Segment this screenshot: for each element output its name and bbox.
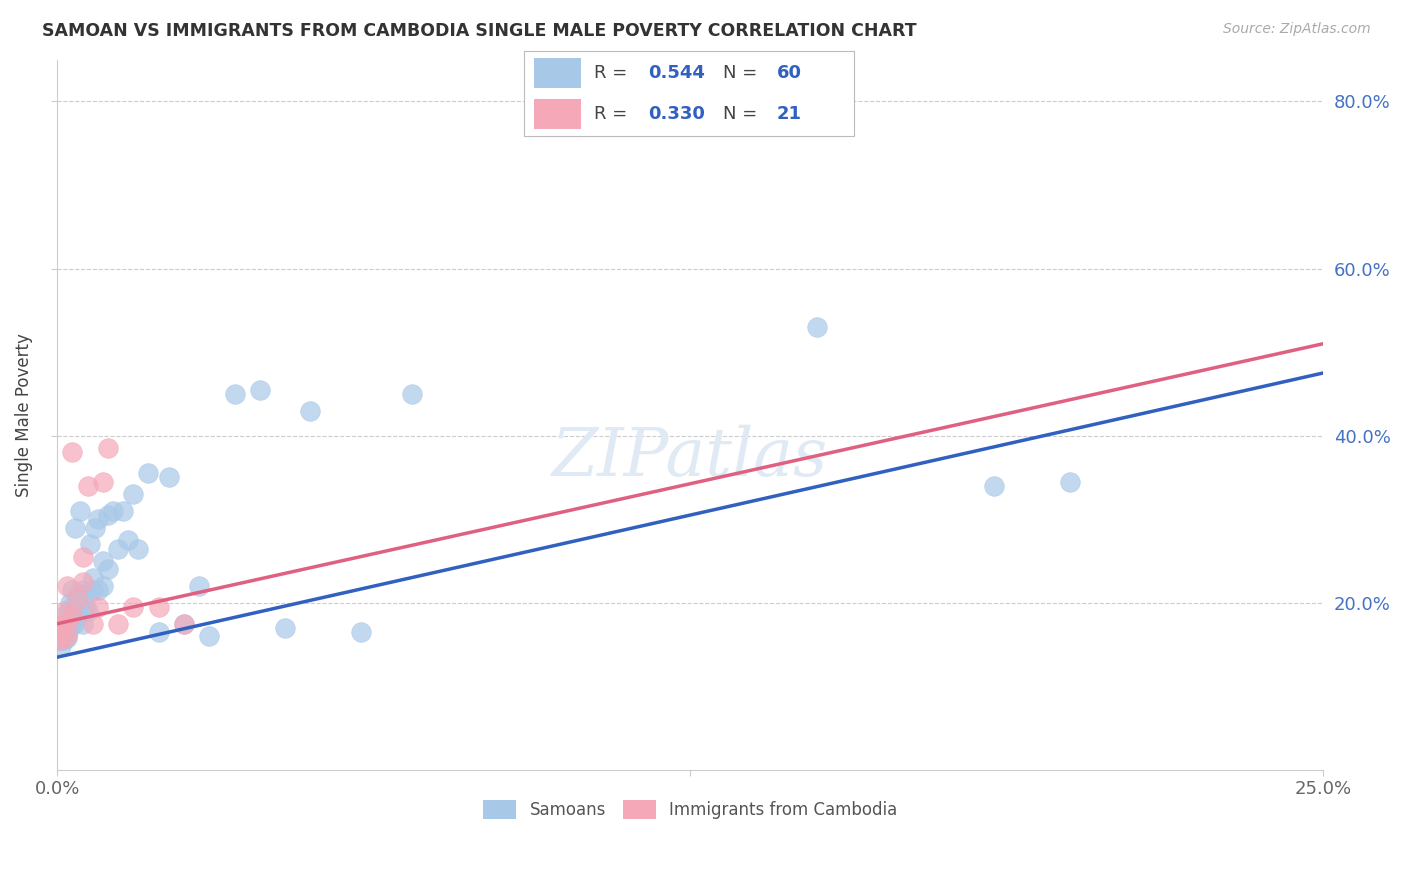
Point [82, 583, 104, 598]
Point [401, 387, 423, 401]
Point [274, 621, 297, 635]
Point [148, 625, 170, 640]
Point [87, 512, 110, 526]
Point [983, 479, 1005, 493]
Point [76, 587, 98, 601]
Point [53, 604, 76, 618]
Point [97, 441, 120, 455]
Point [52, 633, 75, 648]
Point [51, 629, 73, 643]
Text: R =: R = [595, 105, 634, 123]
Point [66, 587, 89, 601]
Point [224, 387, 246, 401]
Point [49, 633, 72, 648]
Point [1059, 475, 1081, 489]
Text: R =: R = [595, 64, 634, 82]
Point [69, 504, 91, 518]
Text: 60: 60 [776, 64, 801, 82]
Point [127, 541, 149, 556]
Point [107, 616, 129, 631]
Point [49, 640, 72, 654]
Text: 0.330: 0.330 [648, 105, 706, 123]
Text: 21: 21 [776, 105, 801, 123]
Point [76, 479, 98, 493]
Point [91, 475, 114, 489]
Point [53, 608, 76, 623]
Point [122, 487, 145, 501]
Y-axis label: Single Male Poverty: Single Male Poverty [15, 333, 32, 497]
Point [62, 583, 84, 598]
Point [52, 625, 75, 640]
Point [76, 604, 98, 618]
Point [101, 504, 124, 518]
Text: N =: N = [723, 105, 762, 123]
Point [56, 625, 79, 640]
Point [56, 616, 79, 631]
Point [58, 625, 80, 640]
Point [97, 508, 120, 522]
Point [62, 445, 84, 459]
Point [72, 574, 94, 589]
Point [51, 621, 73, 635]
Point [299, 403, 322, 417]
Point [75, 600, 97, 615]
Point [79, 537, 101, 551]
Point [53, 631, 76, 645]
Text: N =: N = [723, 64, 762, 82]
Point [66, 608, 89, 623]
Point [59, 596, 82, 610]
Point [112, 504, 135, 518]
Point [806, 320, 828, 334]
Point [72, 583, 94, 598]
Point [56, 616, 79, 631]
Point [117, 533, 139, 548]
Point [62, 608, 84, 623]
Point [87, 583, 110, 598]
Point [249, 383, 271, 397]
Text: Source: ZipAtlas.com: Source: ZipAtlas.com [1223, 22, 1371, 37]
Point [148, 600, 170, 615]
Point [87, 600, 110, 615]
Point [51, 616, 73, 631]
Point [66, 591, 89, 606]
Legend: Samoans, Immigrants from Cambodia: Samoans, Immigrants from Cambodia [477, 793, 904, 826]
Point [62, 616, 84, 631]
Point [97, 562, 120, 576]
FancyBboxPatch shape [534, 58, 581, 88]
Point [350, 625, 373, 640]
Point [91, 579, 114, 593]
FancyBboxPatch shape [534, 99, 581, 129]
Point [198, 629, 221, 643]
Point [56, 579, 79, 593]
Point [188, 579, 211, 593]
Point [82, 616, 104, 631]
FancyBboxPatch shape [523, 51, 855, 136]
Point [84, 521, 107, 535]
Point [107, 541, 129, 556]
Point [91, 554, 114, 568]
Point [56, 629, 79, 643]
Point [49, 633, 72, 648]
Point [62, 616, 84, 631]
Point [122, 600, 145, 615]
Point [173, 616, 195, 631]
Point [58, 604, 80, 618]
Point [55, 621, 77, 635]
Text: SAMOAN VS IMMIGRANTS FROM CAMBODIA SINGLE MALE POVERTY CORRELATION CHART: SAMOAN VS IMMIGRANTS FROM CAMBODIA SINGL… [42, 22, 917, 40]
Text: ZIPatlas: ZIPatlas [553, 425, 828, 490]
Text: 0.544: 0.544 [648, 64, 706, 82]
Point [72, 549, 94, 564]
Point [138, 467, 160, 481]
Point [62, 600, 84, 615]
Point [157, 470, 180, 484]
Point [67, 596, 90, 610]
Point [173, 616, 195, 631]
Point [63, 521, 86, 535]
Point [82, 571, 104, 585]
Point [56, 631, 79, 645]
Point [51, 629, 73, 643]
Point [72, 616, 94, 631]
